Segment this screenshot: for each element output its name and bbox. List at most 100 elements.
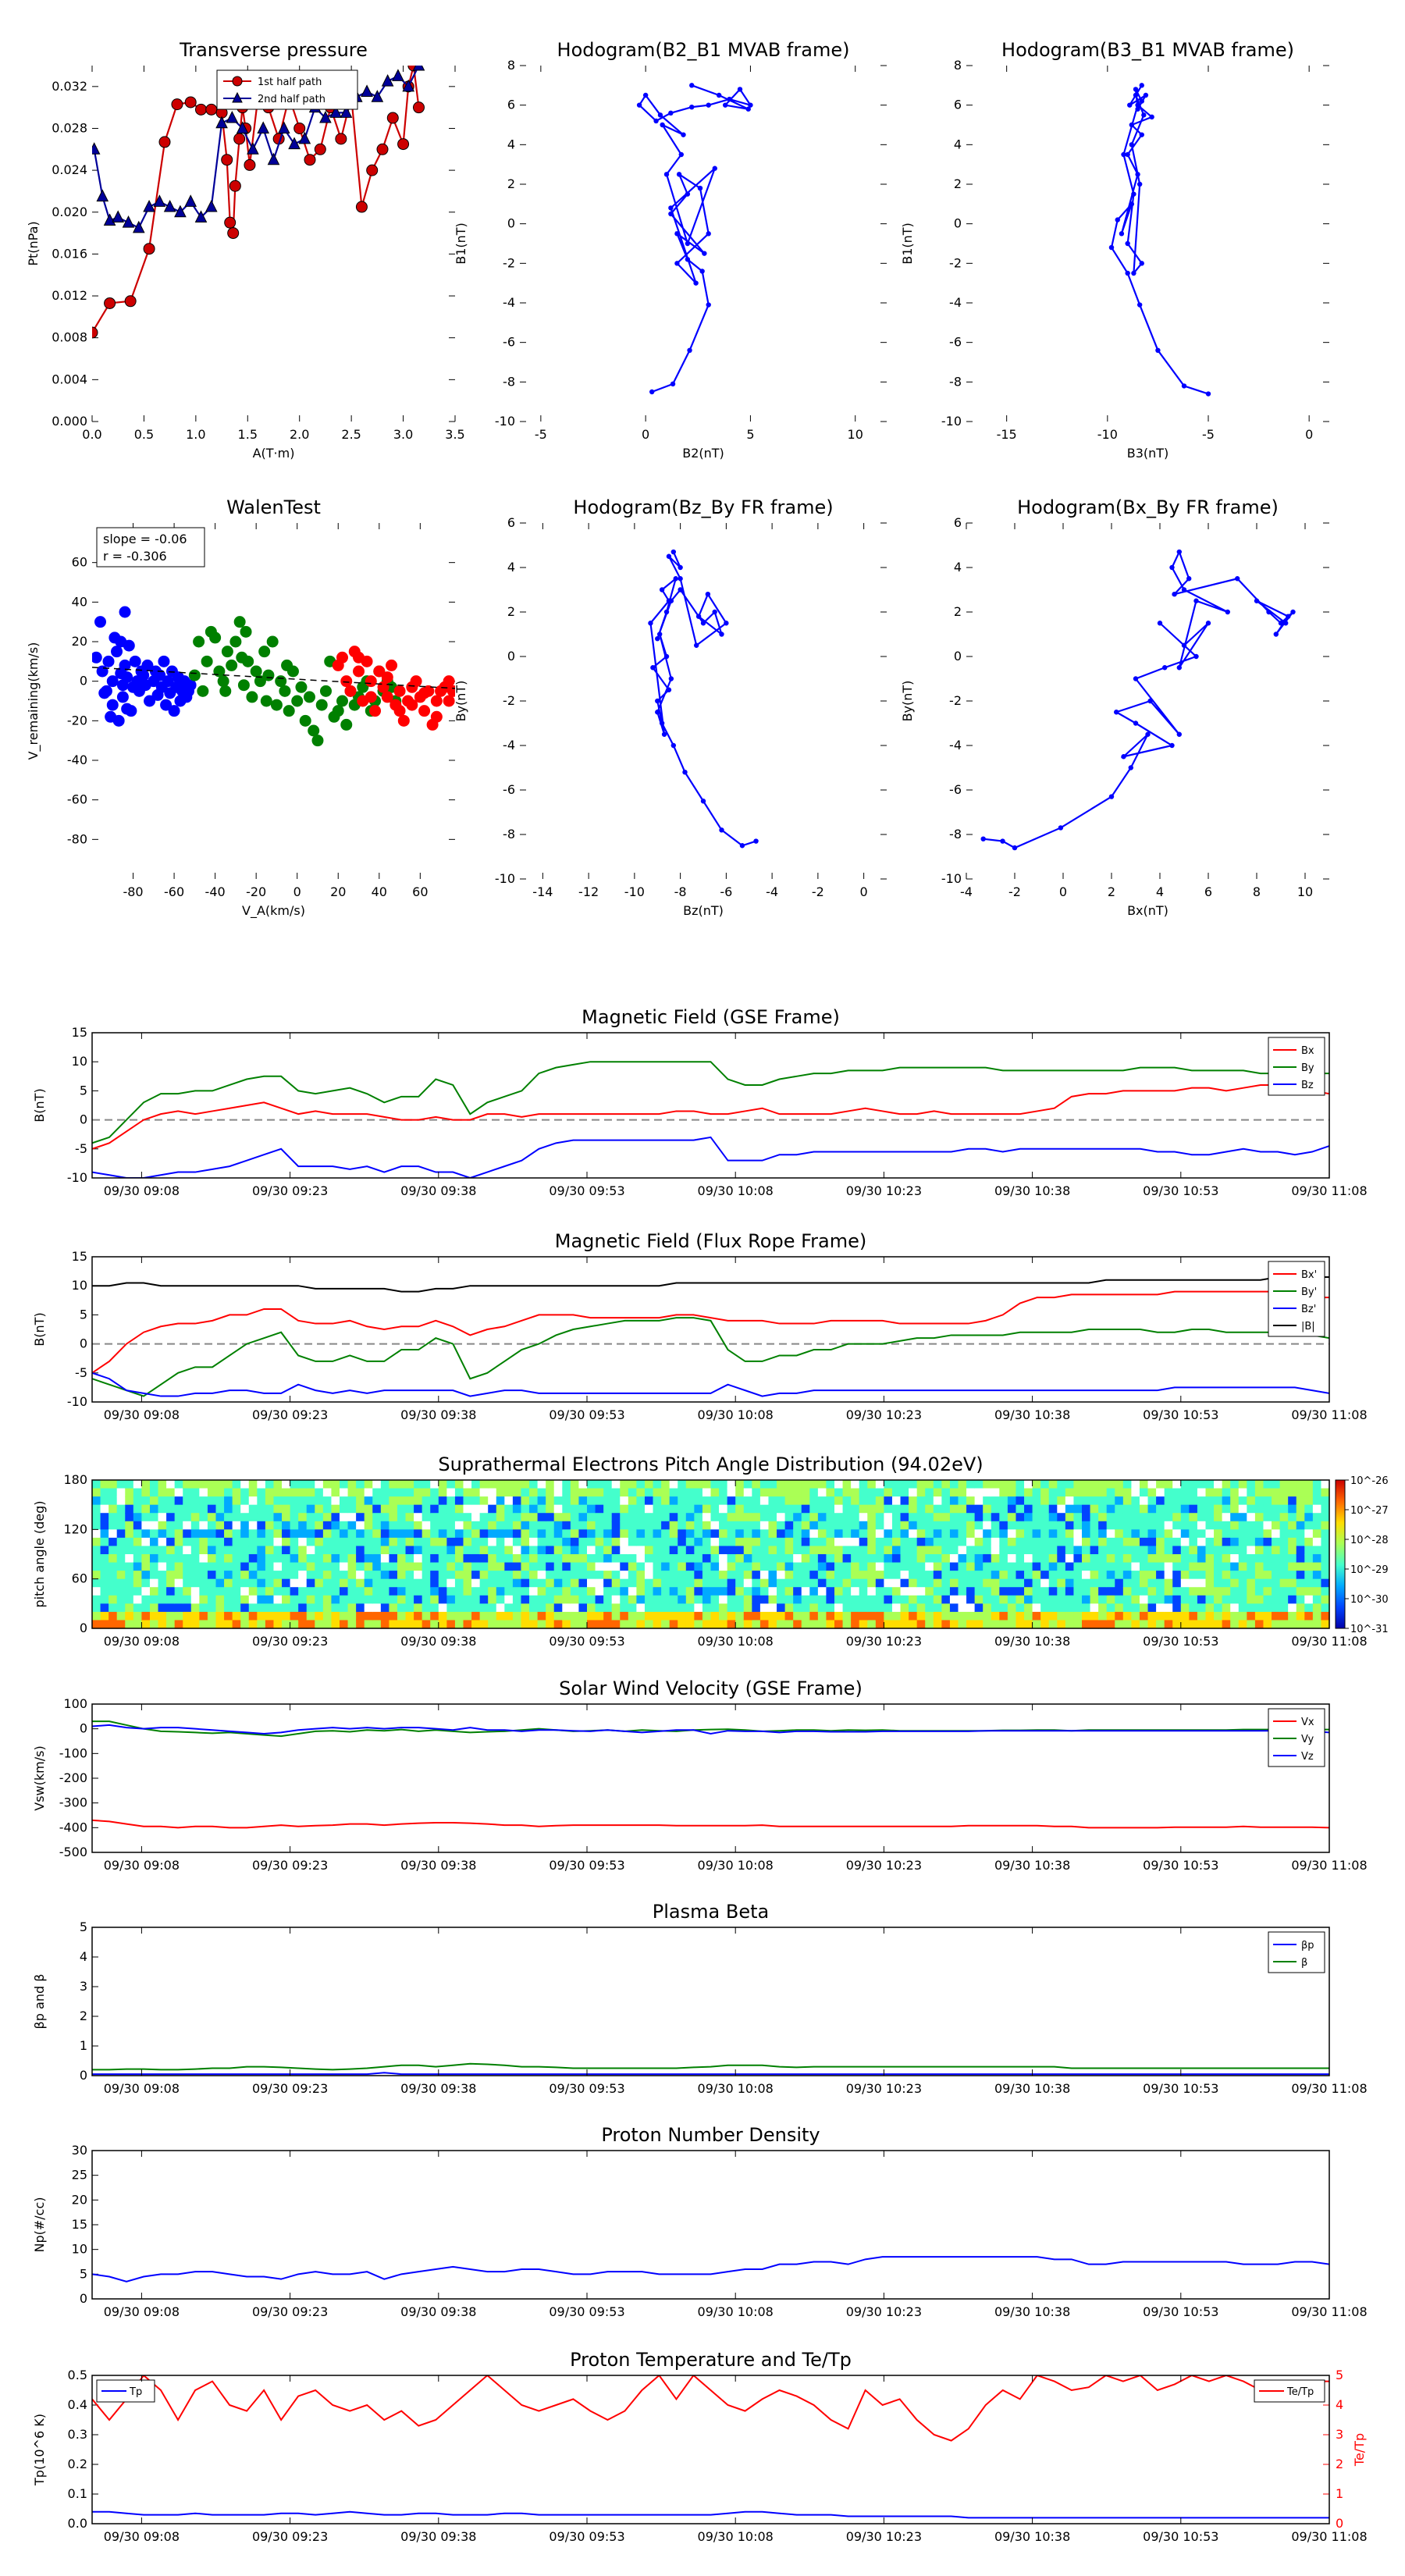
- heatmap-cell: [1172, 1578, 1182, 1588]
- heatmap-cell: [1040, 1546, 1050, 1555]
- heatmap-cell: [1279, 1587, 1289, 1596]
- heatmap-cell: [1024, 1571, 1033, 1580]
- data-point: [233, 133, 246, 145]
- heatmap-cell: [958, 1578, 967, 1588]
- heatmap-cell: [116, 1571, 126, 1580]
- heatmap-cell: [116, 1562, 126, 1571]
- heatmap-cell: [414, 1546, 423, 1555]
- heatmap-cell: [108, 1571, 118, 1580]
- heatmap-cell: [149, 1488, 159, 1497]
- heatmap-cell: [340, 1480, 349, 1489]
- heatmap-cell: [562, 1537, 571, 1547]
- heatmap-cell: [983, 1504, 992, 1514]
- heatmap-cell: [578, 1504, 588, 1514]
- heatmap-cell: [678, 1480, 687, 1489]
- heatmap-cell: [315, 1578, 324, 1588]
- heatmap-cell: [991, 1488, 1000, 1497]
- heatmap-cell: [793, 1488, 802, 1497]
- heatmap-cell: [784, 1496, 794, 1506]
- heatmap-cell: [710, 1620, 720, 1629]
- heatmap-cell: [909, 1529, 918, 1539]
- heatmap-cell: [784, 1546, 794, 1555]
- heatmap-cell: [653, 1496, 662, 1506]
- heatmap-cell: [199, 1513, 208, 1522]
- y-tick-label: 15: [72, 1249, 87, 1264]
- heatmap-cell: [248, 1578, 258, 1588]
- heatmap-cell: [974, 1546, 984, 1555]
- heatmap-cell: [546, 1611, 555, 1621]
- heatmap-cell: [628, 1480, 637, 1489]
- data-point: [648, 621, 653, 626]
- heatmap-cell: [752, 1496, 761, 1506]
- heatmap-cell: [380, 1546, 389, 1555]
- y-axis-label: B(nT): [32, 1312, 47, 1346]
- heatmap-cell: [463, 1504, 472, 1514]
- data-point: [656, 632, 663, 637]
- heatmap-cell: [141, 1504, 151, 1514]
- heatmap-cell: [183, 1562, 192, 1571]
- heatmap-cell: [1082, 1521, 1091, 1530]
- heatmap-cell: [356, 1496, 365, 1506]
- heatmap-cell: [479, 1587, 489, 1596]
- heatmap-cell: [1139, 1620, 1149, 1629]
- heatmap-cell: [1057, 1603, 1066, 1613]
- heatmap-cell: [702, 1611, 712, 1621]
- heatmap-cell: [900, 1611, 909, 1621]
- heatmap-cell: [290, 1578, 299, 1588]
- heatmap-cell: [190, 1603, 200, 1613]
- heatmap-cell: [710, 1529, 720, 1539]
- heatmap-cell: [768, 1521, 777, 1530]
- heatmap-cell: [1214, 1595, 1223, 1604]
- heatmap-cell: [438, 1587, 447, 1596]
- heatmap-cell: [1312, 1562, 1322, 1571]
- data-point: [369, 705, 382, 717]
- heatmap-cell: [125, 1554, 134, 1564]
- data-point: [122, 215, 135, 228]
- heatmap-cell: [397, 1554, 407, 1564]
- heatmap-cell: [405, 1562, 414, 1571]
- heatmap-cell: [372, 1496, 382, 1506]
- heatmap-cell: [1106, 1620, 1115, 1629]
- heatmap-cell: [546, 1504, 555, 1514]
- heatmap-cell: [809, 1603, 819, 1613]
- heatmap-cell: [546, 1587, 555, 1596]
- heatmap-cell: [1172, 1611, 1182, 1621]
- heatmap-cell: [983, 1546, 992, 1555]
- time-tick-label: 09/30 09:23: [252, 2304, 328, 2319]
- heatmap-cell: [727, 1578, 736, 1588]
- heatmap-cell: [685, 1562, 695, 1571]
- data-point: [116, 691, 129, 703]
- heatmap-cell: [504, 1595, 514, 1604]
- heatmap-cell: [1032, 1513, 1041, 1522]
- heatmap-cell: [620, 1496, 629, 1506]
- heatmap-cell: [1098, 1546, 1108, 1555]
- heatmap-cell: [644, 1496, 654, 1506]
- data-point: [681, 132, 686, 137]
- data-point: [119, 606, 131, 618]
- data-point: [376, 143, 389, 155]
- heatmap-cell: [232, 1562, 241, 1571]
- heatmap-cell: [331, 1537, 340, 1547]
- heatmap-cell: [347, 1571, 357, 1580]
- heatmap-cell: [743, 1513, 752, 1522]
- heatmap-cell: [306, 1611, 315, 1621]
- heatmap-cell: [603, 1587, 613, 1596]
- heatmap-cell: [1040, 1488, 1050, 1497]
- heatmap-cell: [851, 1537, 860, 1547]
- data-point: [260, 695, 272, 707]
- heatmap-cell: [817, 1587, 827, 1596]
- heatmap-cell: [900, 1587, 909, 1596]
- heatmap-cell: [1090, 1504, 1099, 1514]
- time-tick-label: 09/30 09:08: [104, 2304, 180, 2319]
- heatmap-cell: [1180, 1595, 1190, 1604]
- time-tick-label: 09/30 10:53: [1143, 2304, 1218, 2319]
- heatmap-cell: [438, 1546, 447, 1555]
- data-point: [226, 659, 238, 671]
- heatmap-cell: [1205, 1496, 1215, 1506]
- data-point: [695, 614, 702, 619]
- data-point: [1133, 87, 1139, 92]
- data-point: [724, 621, 729, 626]
- data-point: [293, 122, 306, 134]
- data-point: [201, 655, 213, 667]
- heatmap-cell: [1016, 1554, 1025, 1564]
